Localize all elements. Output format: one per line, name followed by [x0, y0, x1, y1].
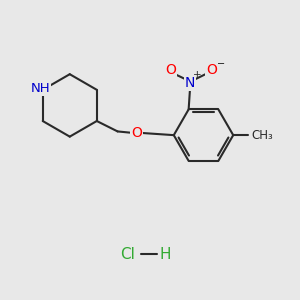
Text: H: H [160, 247, 171, 262]
Text: O: O [165, 63, 176, 77]
Text: O: O [206, 63, 217, 77]
Text: CH₃: CH₃ [251, 129, 273, 142]
Text: +: + [193, 70, 202, 80]
Text: NH: NH [31, 82, 50, 95]
Text: N: N [185, 76, 195, 90]
Text: −: − [216, 59, 225, 69]
Text: Cl: Cl [120, 247, 135, 262]
Text: O: O [131, 126, 142, 140]
